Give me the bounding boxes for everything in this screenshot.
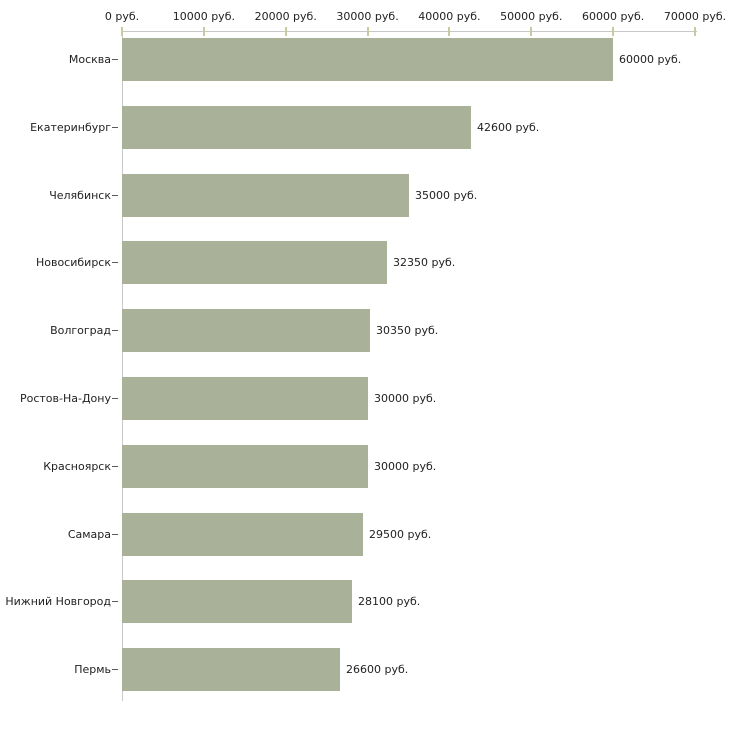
bar-value-label: 42600 руб. bbox=[477, 120, 540, 134]
x-axis-line bbox=[122, 31, 697, 32]
bar-value-label: 30000 руб. bbox=[374, 392, 437, 405]
bar-value-label: 30000 руб. bbox=[374, 459, 437, 473]
bar bbox=[122, 444, 368, 488]
y-axis-tick-mark bbox=[112, 601, 118, 603]
x-axis-tick-label: 20000 руб. bbox=[254, 10, 317, 23]
bar-value-label: 32350 руб. bbox=[393, 256, 456, 270]
x-axis-tick-mark bbox=[202, 27, 205, 36]
y-axis-tick-mark bbox=[112, 533, 118, 535]
y-axis-tick-mark bbox=[112, 126, 118, 128]
y-axis-tick-mark bbox=[112, 194, 118, 196]
bar bbox=[122, 38, 613, 81]
x-axis-tick-label: 70000 руб. bbox=[663, 10, 727, 23]
y-axis-line bbox=[122, 31, 123, 701]
category-label: Самара bbox=[67, 527, 111, 541]
category-label: Волгоград bbox=[50, 324, 111, 338]
bar-value-label: 30350 руб. bbox=[376, 324, 439, 338]
bar bbox=[122, 580, 352, 624]
bar bbox=[122, 105, 471, 149]
y-axis-tick-mark bbox=[112, 262, 118, 264]
x-axis-tick-mark bbox=[284, 27, 287, 36]
y-axis-tick-mark bbox=[112, 669, 118, 671]
bar-value-label: 26600 руб. bbox=[346, 663, 409, 677]
bar bbox=[122, 173, 409, 217]
category-label: Красноярск bbox=[43, 459, 111, 473]
bar-value-label: 29500 руб. bbox=[369, 527, 432, 541]
category-label: Челябинск bbox=[49, 188, 111, 202]
y-axis-tick-mark bbox=[112, 465, 118, 467]
bar-value-label: 35000 руб. bbox=[415, 188, 478, 202]
category-label: Ростов-На-Дону bbox=[19, 392, 111, 405]
x-axis-tick-mark bbox=[612, 27, 615, 36]
x-axis-tick-mark bbox=[448, 27, 451, 36]
category-label: Москва bbox=[68, 53, 111, 66]
x-axis-tick-mark bbox=[366, 27, 369, 36]
bar bbox=[122, 309, 370, 353]
category-label: Нижний Новгород bbox=[5, 595, 111, 609]
y-axis-tick-mark bbox=[112, 59, 118, 60]
bar bbox=[122, 377, 368, 420]
bar bbox=[122, 512, 363, 556]
y-axis-tick-mark bbox=[112, 330, 118, 332]
x-axis-tick-label: 50000 руб. bbox=[500, 10, 563, 23]
bar-value-label: 60000 руб. bbox=[619, 53, 682, 66]
bar-value-label: 28100 руб. bbox=[358, 595, 421, 609]
x-axis-tick-label: 0 руб. bbox=[104, 10, 140, 23]
x-axis-tick-mark bbox=[530, 27, 533, 36]
x-axis-tick-label: 30000 руб. bbox=[336, 10, 399, 23]
x-axis-tick-label: 10000 руб. bbox=[172, 10, 235, 23]
x-axis-tick-label: 60000 руб. bbox=[582, 10, 645, 23]
category-label: Новосибирск bbox=[35, 256, 111, 270]
category-label: Пермь bbox=[74, 663, 111, 677]
x-axis-tick-mark bbox=[121, 27, 123, 36]
bar bbox=[122, 241, 387, 285]
y-axis-tick-mark bbox=[112, 398, 118, 399]
x-axis-tick-mark bbox=[694, 27, 696, 36]
bar bbox=[122, 648, 340, 692]
category-label: Екатеринбург bbox=[30, 120, 111, 134]
x-axis-tick-label: 40000 руб. bbox=[418, 10, 481, 23]
